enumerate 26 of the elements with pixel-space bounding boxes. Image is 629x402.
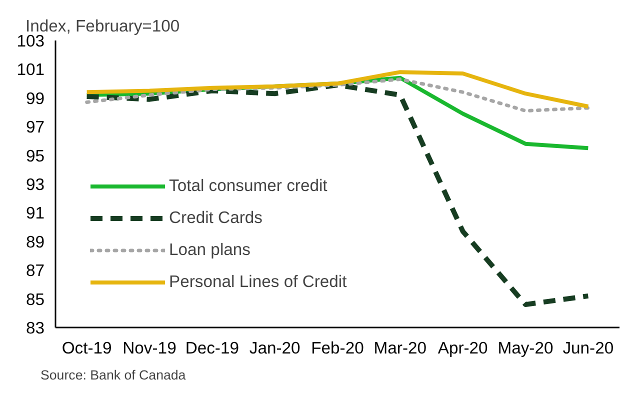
- x-tick-label: Nov-19: [122, 338, 176, 358]
- x-tick-label: Jan-20: [249, 338, 300, 358]
- legend-label: Total consumer credit: [169, 176, 328, 196]
- legend-label: Loan plans: [169, 240, 251, 260]
- y-tick-label: 95: [26, 146, 45, 166]
- y-tick-label: 85: [26, 290, 45, 309]
- x-tick-label: May-20: [498, 338, 554, 358]
- y-tick-label: 93: [26, 175, 45, 194]
- x-tick-label: Feb-20: [311, 338, 364, 358]
- legend-label: Credit Cards: [169, 208, 262, 228]
- y-tick-label: 87: [26, 261, 45, 280]
- y-tick-label: 101: [16, 60, 45, 80]
- y-tick-label: 89: [26, 232, 45, 252]
- line-series: [84, 70, 590, 109]
- y-tick-label: 91: [26, 204, 45, 223]
- x-tick-label: Oct-19: [62, 338, 112, 358]
- line-series: [85, 77, 590, 113]
- y-tick-label: 83: [26, 318, 45, 338]
- x-tick-label: Jun-20: [562, 338, 614, 358]
- x-tick-label: Dec-19: [185, 338, 240, 358]
- legend-label: Personal Lines of Credit: [169, 272, 347, 292]
- y-tick-label: 99: [26, 88, 45, 108]
- x-tick-label: Apr-20: [438, 338, 488, 358]
- source-note: Source: Bank of Canada: [40, 368, 186, 382]
- x-tick-label: Mar-20: [374, 338, 427, 358]
- y-tick-label: 97: [26, 118, 45, 137]
